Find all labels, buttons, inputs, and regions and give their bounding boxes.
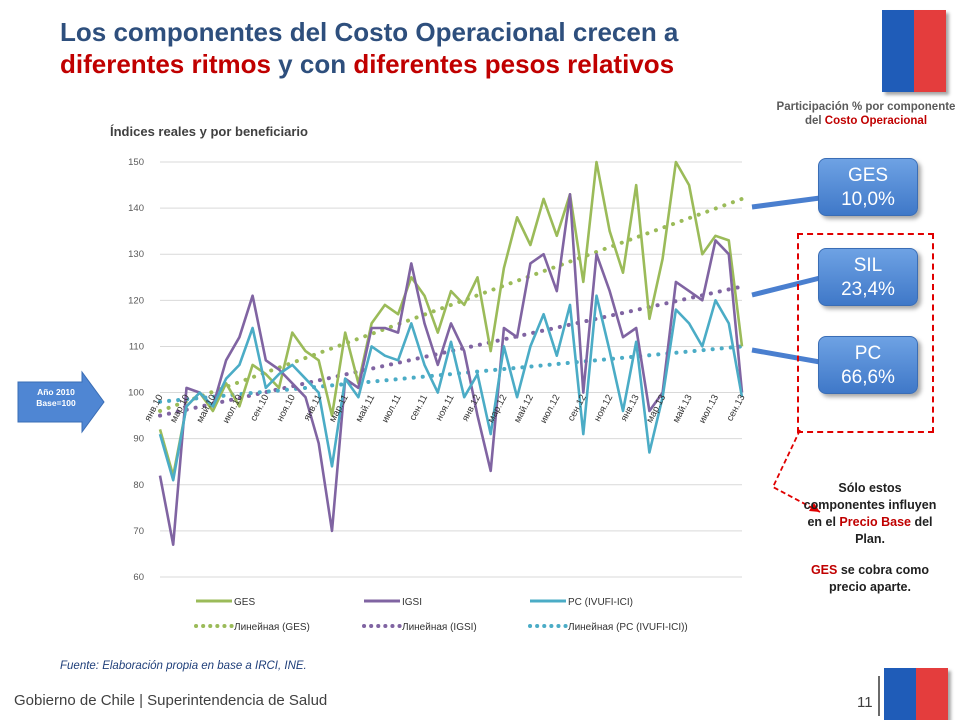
x-tick-label: май.12	[512, 393, 536, 425]
pc-callout-value: 66,6%	[841, 367, 895, 388]
y-tick-label: 120	[128, 295, 144, 306]
x-tick-label: ноя.12	[592, 393, 615, 424]
y-tick-label: 80	[133, 480, 144, 491]
price-base-highlight-box	[797, 233, 934, 433]
y-tick-label: 110	[129, 341, 144, 352]
sil-callout-pointer	[751, 275, 821, 298]
x-tick-label: июл.10	[221, 393, 245, 426]
pc-callout: PC 66,6%	[818, 336, 918, 394]
note-arrow-head	[809, 503, 820, 512]
ges-callout-pointer	[751, 195, 821, 210]
ges-callout-label: GES	[847, 165, 889, 186]
y-axis-ticks: 60 70 80 90 100 110 120 130 140 150	[128, 157, 144, 583]
y-tick-label: 70	[133, 526, 144, 537]
series-lines	[158, 160, 744, 547]
trend-lines	[158, 196, 744, 418]
source-note: Fuente: Elaboración propia en base a IRC…	[60, 660, 307, 672]
pc-callout-pointer	[751, 347, 821, 365]
series-line-ges	[158, 160, 744, 477]
series-line-igsi	[158, 193, 744, 547]
note-text-3: se cobra como precio aparte.	[829, 563, 930, 594]
y-tick-label: 60	[133, 572, 144, 583]
footer-text: Gobierno de Chile | Superintendencia de …	[14, 692, 328, 709]
title-highlight-1: diferentes ritmos	[60, 49, 271, 79]
x-tick-label: ноя.11	[434, 393, 457, 423]
participation-title-text: Participación % por componente del	[776, 101, 956, 127]
title-highlight-2: diferentes pesos relativos	[353, 49, 675, 79]
x-tick-label: сен.13	[725, 393, 748, 423]
ges-callout: GES 10,0%	[818, 158, 918, 216]
x-tick-label: июл.12	[538, 393, 562, 426]
chart-subtitle: Índices reales y por beneficiario	[110, 124, 308, 139]
chile-flag-logo-bottom	[884, 668, 948, 720]
x-tick-label: сен.11	[407, 393, 430, 423]
ges-callout-value: 10,0%	[841, 189, 895, 210]
x-tick-label: ноя.10	[275, 393, 298, 424]
base-year-line-1: Año 2010	[37, 387, 75, 397]
y-tick-label: 100	[128, 388, 144, 399]
legend-label: Линейная (IGSI)	[402, 622, 477, 633]
trend-line-1	[158, 284, 744, 418]
participation-title: Participación % por componente del Costo…	[770, 100, 960, 128]
legend-label: PC (IVUFI-ICI)	[568, 597, 633, 608]
series-line-pc-ivufi-ici-	[158, 294, 744, 482]
footer-divider	[878, 676, 880, 716]
x-tick-label: май.13	[671, 393, 695, 425]
y-tick-label: 140	[128, 203, 144, 214]
base-year-line-2: Base=100	[36, 398, 76, 408]
trend-line-2	[158, 344, 744, 404]
x-tick-label: янв.10	[142, 393, 165, 423]
participation-title-highlight: Costo Operacional	[824, 115, 928, 127]
note-text-2: del Plan.	[855, 515, 933, 546]
y-tick-label: 130	[128, 249, 144, 260]
sil-callout-label: SIL	[853, 255, 883, 276]
y-tick-label: 150	[128, 157, 144, 168]
trend-line-0	[158, 196, 744, 413]
y-tick-label: 90	[133, 434, 144, 445]
chart-gridlines	[160, 161, 742, 578]
note-highlight-precio-base: Precio Base	[839, 515, 911, 529]
chile-flag-logo-top	[882, 10, 946, 92]
x-tick-label: сен.10	[248, 393, 271, 423]
sil-callout-value: 23,4%	[841, 279, 895, 300]
base-year-label: Año 2010 Base=100	[24, 387, 88, 409]
note-arrow	[771, 429, 821, 513]
sil-callout: SIL 23,4%	[818, 248, 918, 306]
title-line-1: Los componentes del Costo Operacional cr…	[60, 17, 679, 47]
slide-title: Los componentes del Costo Operacional cr…	[60, 16, 820, 80]
x-tick-label: мар.12	[486, 393, 510, 425]
explanatory-note: Sólo estos componentes influyen en el Pr…	[800, 480, 940, 596]
legend-label: IGSI	[402, 597, 422, 608]
legend-label: Линейная (PC (IVUFI-ICI))	[568, 622, 688, 633]
base-arrow	[17, 370, 105, 434]
page-number: 11	[857, 694, 873, 711]
legend-label: Линейная (GES)	[234, 622, 310, 633]
pc-callout-label: PC	[854, 343, 882, 364]
legend-label: GES	[234, 597, 255, 608]
note-text-1: Sólo estos componentes influyen en el	[803, 481, 937, 529]
x-tick-label: июл.11	[380, 393, 404, 425]
note-highlight-ges: GES	[810, 563, 838, 577]
chart-legend: GES IGSI PC (IVUFI-ICI) Линейная (GES) Линей…	[194, 597, 688, 633]
title-connector: y con	[270, 49, 354, 79]
x-tick-label: июл.13	[697, 393, 721, 426]
